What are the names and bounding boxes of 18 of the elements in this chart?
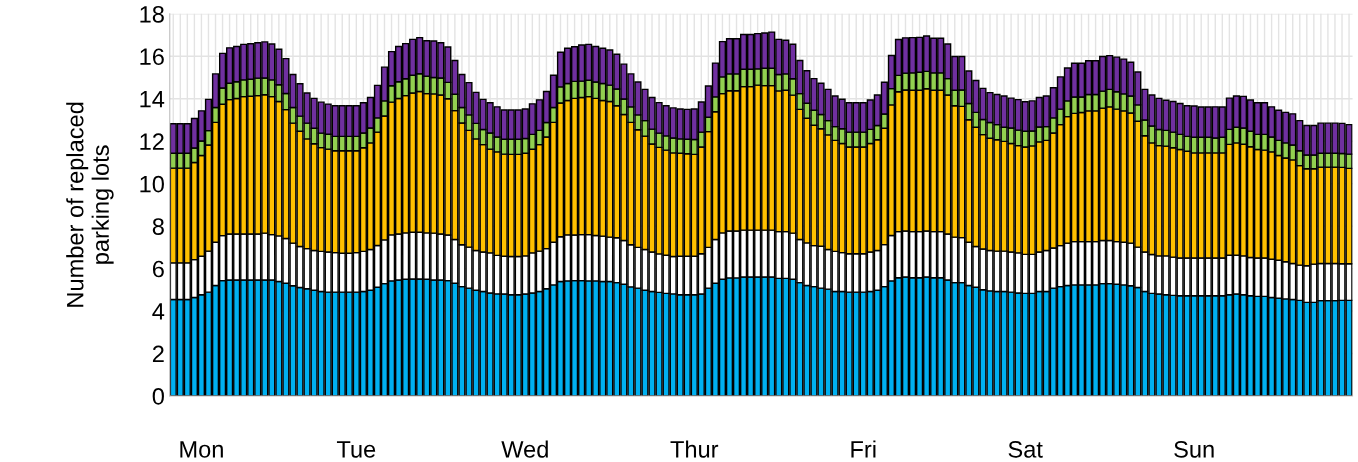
y-axis-title: Number of replaced parking lots xyxy=(66,102,114,307)
y-tick-label: 14 xyxy=(140,91,165,108)
y-tick-label: 8 xyxy=(152,218,164,235)
y-tick-label: 6 xyxy=(152,260,164,278)
y-tick-label: 16 xyxy=(140,48,164,66)
y-tick-label: 4 xyxy=(152,303,165,320)
y-tick-label: 10 xyxy=(140,175,164,193)
x-tick-label: Mon xyxy=(180,441,223,458)
x-tick-label: Thur xyxy=(670,440,719,458)
x-tick-label: Sat xyxy=(1008,441,1043,458)
x-tick-label: Wed xyxy=(501,440,548,458)
x-tick-label: Sun xyxy=(1174,441,1214,458)
y-tick-label: 12 xyxy=(140,133,164,150)
x-tick-label: Tue xyxy=(336,441,376,458)
y-tick-label: 2 xyxy=(152,345,164,363)
y-tick-label: 18 xyxy=(140,5,164,23)
x-tick-label: Fri xyxy=(851,440,876,458)
y-tick-label: 0 xyxy=(152,388,164,405)
